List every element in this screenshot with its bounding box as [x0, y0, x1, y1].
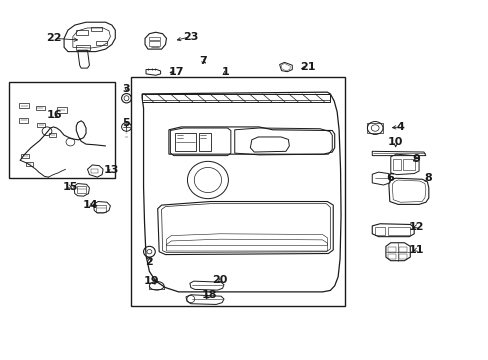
Bar — [76, 31, 88, 35]
Bar — [19, 118, 28, 123]
Text: 14: 14 — [83, 200, 99, 210]
Text: 13: 13 — [104, 165, 119, 175]
Bar — [76, 45, 90, 50]
Text: 15: 15 — [62, 182, 78, 192]
Bar — [374, 227, 384, 235]
Bar — [91, 27, 102, 31]
Bar — [149, 41, 160, 45]
Text: 20: 20 — [212, 275, 227, 285]
Bar — [21, 154, 29, 158]
Bar — [398, 247, 406, 252]
Bar — [387, 227, 409, 235]
Text: 10: 10 — [387, 138, 403, 147]
Text: 1: 1 — [222, 67, 229, 77]
Bar — [131, 77, 344, 306]
Bar — [96, 41, 106, 45]
Text: 5: 5 — [122, 118, 130, 128]
Text: 12: 12 — [407, 222, 423, 231]
Text: 6: 6 — [385, 173, 393, 183]
Text: 7: 7 — [199, 56, 206, 66]
Text: 16: 16 — [46, 111, 62, 121]
Bar — [398, 254, 406, 259]
Bar — [91, 169, 98, 173]
Text: 23: 23 — [183, 32, 198, 41]
Bar — [9, 82, 115, 178]
Bar — [57, 107, 66, 113]
Bar — [387, 247, 395, 252]
Text: 18: 18 — [201, 291, 217, 301]
Bar — [149, 37, 160, 40]
Text: 19: 19 — [144, 276, 160, 286]
Text: 11: 11 — [407, 245, 423, 255]
Text: 4: 4 — [396, 122, 404, 132]
Bar — [26, 162, 33, 166]
Bar — [36, 106, 44, 110]
Bar — [142, 94, 330, 102]
Text: 2: 2 — [145, 257, 153, 267]
Bar — [387, 254, 395, 259]
Text: 17: 17 — [168, 67, 183, 77]
Bar — [19, 103, 29, 108]
Bar — [37, 123, 45, 127]
Text: 9: 9 — [411, 154, 419, 164]
Bar — [96, 205, 106, 212]
Bar — [402, 159, 414, 170]
Text: 8: 8 — [423, 173, 431, 183]
Text: 3: 3 — [122, 84, 130, 94]
Bar — [49, 134, 56, 137]
Text: 21: 21 — [300, 62, 315, 72]
Text: 22: 22 — [46, 33, 62, 43]
Bar — [392, 159, 400, 170]
Bar — [77, 186, 85, 193]
